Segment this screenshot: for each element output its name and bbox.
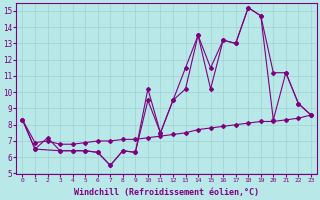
X-axis label: Windchill (Refroidissement éolien,°C): Windchill (Refroidissement éolien,°C) [74,188,259,197]
